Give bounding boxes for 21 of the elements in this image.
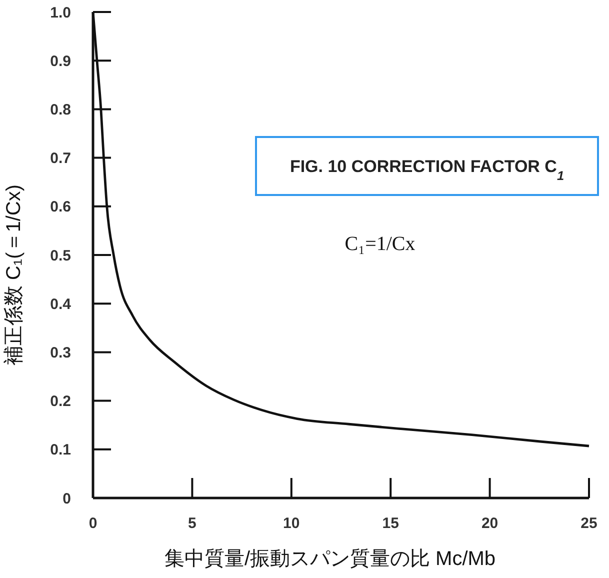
x-axis-title: 集中質量/振動スパン質量の比 Mc/Mb — [164, 548, 496, 570]
y-tick-label: 0.5 — [50, 247, 71, 264]
y-tick-label: 0.3 — [50, 344, 71, 362]
y-tick-label: 0.1 — [50, 442, 71, 459]
y-tick-label: 0.6 — [50, 198, 71, 216]
y-tick-label: 0.9 — [50, 52, 71, 70]
y-tick-label: 0.2 — [50, 393, 71, 410]
y-tick-label: 0.4 — [50, 296, 72, 313]
y-tick-label: 0.7 — [50, 150, 71, 168]
x-tick-label: 15 — [382, 515, 399, 532]
y-axis-title: 補正係数 C₁(＝1/Cx) — [3, 184, 25, 366]
x-tick-label: 25 — [580, 515, 598, 532]
x-tick-label: 5 — [188, 515, 196, 532]
annotation: C₁=1/Cx — [344, 233, 416, 255]
x-tick-label: 10 — [283, 515, 300, 532]
x-tick-label: 20 — [481, 515, 498, 532]
x-tick-label: 0 — [88, 515, 98, 532]
y-tick-label: 0.8 — [50, 101, 71, 118]
text: FIG. 10 CORRECTION FACTOR C$_{1}$ — [290, 157, 564, 182]
y-tick-label: 1.0 — [50, 4, 71, 22]
y-tick-label: 0 — [62, 490, 71, 508]
